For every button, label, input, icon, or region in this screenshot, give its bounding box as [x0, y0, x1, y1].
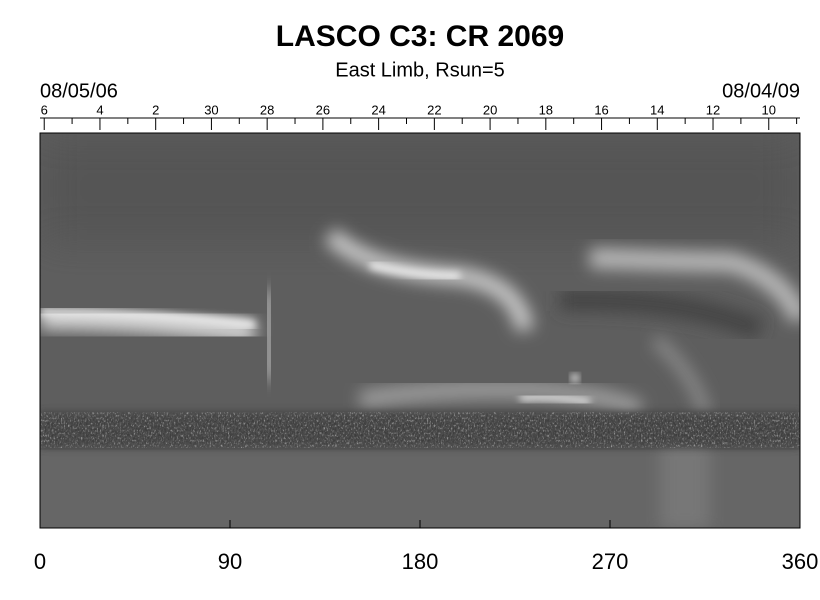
top-tick-label: 10	[762, 102, 776, 117]
top-tick-label: 22	[427, 102, 441, 117]
top-tick-label: 18	[539, 102, 553, 117]
x-tick-label: 360	[782, 549, 819, 574]
start-date: 08/05/06	[40, 80, 118, 102]
chart-subtitle: East Limb, Rsun=5	[335, 59, 505, 81]
x-tick-label: 270	[592, 549, 629, 574]
synoptic-image	[40, 133, 800, 528]
top-tick-label: 30	[204, 102, 218, 117]
top-tick-label: 20	[483, 102, 497, 117]
x-tick-label: 180	[402, 549, 439, 574]
top-tick-label: 12	[706, 102, 720, 117]
top-tick-label: 14	[650, 102, 664, 117]
top-tick-label: 28	[260, 102, 274, 117]
top-tick-label: 24	[371, 102, 385, 117]
x-tick-label: 0	[34, 549, 46, 574]
top-tick-label: 16	[594, 102, 608, 117]
top-tick-label: 4	[96, 102, 103, 117]
top-tick-label: 26	[316, 102, 330, 117]
top-tick-label: 2	[152, 102, 159, 117]
x-tick-label: 90	[218, 549, 242, 574]
chart-title: LASCO C3: CR 2069	[276, 20, 564, 53]
top-tick-label: 6	[41, 102, 48, 117]
end-date: 08/04/09	[722, 80, 800, 102]
